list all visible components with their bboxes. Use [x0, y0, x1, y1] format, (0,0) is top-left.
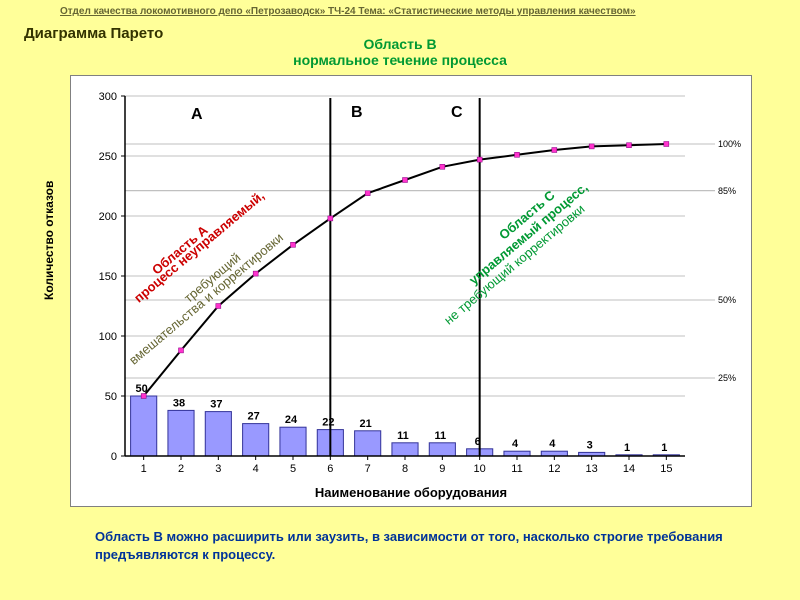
- svg-text:2: 2: [178, 463, 184, 475]
- svg-text:10: 10: [474, 463, 486, 475]
- svg-text:8: 8: [402, 463, 408, 475]
- svg-text:250: 250: [99, 151, 117, 163]
- page-header: Отдел качества локомотивного депо «Петро…: [0, 0, 800, 17]
- svg-text:7: 7: [365, 463, 371, 475]
- svg-text:15: 15: [660, 463, 672, 475]
- svg-text:150: 150: [99, 271, 117, 283]
- zone-letter-a: A: [191, 106, 203, 124]
- svg-text:1: 1: [141, 463, 147, 475]
- chart-svg: 050100150200250300100%85%50%25%150238337…: [71, 76, 751, 506]
- zone-letter-c: C: [451, 104, 463, 122]
- svg-text:14: 14: [623, 463, 635, 475]
- svg-text:22: 22: [322, 417, 334, 429]
- svg-text:3: 3: [215, 463, 221, 475]
- svg-text:3: 3: [587, 439, 593, 451]
- region-b-line2: нормальное течение процесса: [293, 52, 507, 68]
- svg-text:11: 11: [511, 463, 522, 475]
- svg-text:6: 6: [327, 463, 333, 475]
- svg-text:24: 24: [285, 414, 298, 426]
- svg-text:11: 11: [435, 430, 447, 442]
- svg-text:21: 21: [360, 418, 372, 430]
- svg-text:100%: 100%: [718, 139, 741, 149]
- svg-text:4: 4: [549, 438, 556, 450]
- svg-text:25%: 25%: [718, 373, 736, 383]
- svg-text:9: 9: [439, 463, 445, 475]
- svg-text:100: 100: [99, 331, 117, 343]
- svg-text:1: 1: [661, 442, 667, 454]
- svg-text:0: 0: [111, 451, 117, 463]
- svg-text:50%: 50%: [718, 295, 736, 305]
- y-axis-label: Количество отказов: [42, 181, 56, 300]
- zone-letter-b: B: [351, 104, 363, 122]
- svg-text:4: 4: [253, 463, 259, 475]
- svg-text:38: 38: [173, 397, 185, 409]
- svg-text:5: 5: [290, 463, 296, 475]
- region-b-line1: Область В: [363, 36, 436, 52]
- svg-text:50: 50: [105, 391, 117, 403]
- svg-text:12: 12: [548, 463, 560, 475]
- svg-text:300: 300: [99, 91, 117, 103]
- svg-text:27: 27: [248, 411, 260, 423]
- footer-note: Область В можно расширить или заузить, в…: [95, 528, 725, 563]
- svg-text:13: 13: [586, 463, 598, 475]
- svg-text:11: 11: [397, 430, 409, 442]
- svg-text:200: 200: [99, 211, 117, 223]
- svg-text:37: 37: [210, 399, 222, 411]
- svg-text:4: 4: [512, 438, 519, 450]
- pareto-chart: 050100150200250300100%85%50%25%150238337…: [70, 75, 752, 507]
- x-axis-label: Наименование оборудования: [71, 485, 751, 500]
- svg-text:1: 1: [624, 442, 630, 454]
- svg-text:85%: 85%: [718, 186, 736, 196]
